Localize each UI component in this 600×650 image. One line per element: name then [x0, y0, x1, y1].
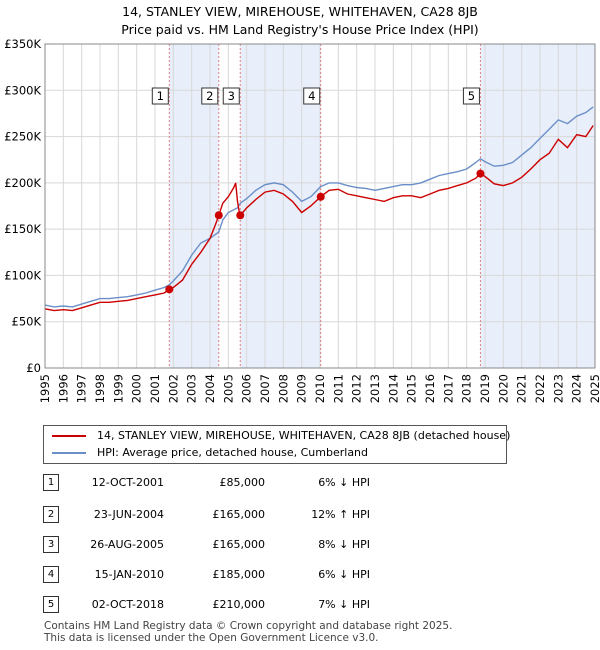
sale-label-box-2: [201, 87, 219, 105]
sale-hpi-diff: 12% ↑ HPI: [311, 508, 370, 521]
x-tick-label: 2002: [166, 374, 180, 403]
sale-label-2: 2: [206, 89, 213, 103]
sale-hpi-diff: 8% ↓ HPI: [318, 538, 370, 551]
x-tick-label: 2006: [240, 374, 254, 403]
x-tick-label: 2005: [221, 374, 235, 403]
y-tick-label: £350K: [4, 37, 41, 51]
x-tick-label: 2001: [148, 374, 162, 403]
sale-hpi-diff: 7% ↓ HPI: [318, 598, 370, 611]
x-tick-label: 2023: [551, 374, 565, 403]
ownership-shade-3: [480, 44, 595, 368]
x-tick-label: 2025: [588, 374, 600, 403]
series-line-hpi: [44, 106, 594, 308]
footer-license: This data is licensed under the Open Gov…: [44, 632, 379, 644]
chart-title: 14, STANLEY VIEW, MIREHOUSE, WHITEHAVEN,…: [122, 4, 478, 19]
x-tick-label: 2014: [386, 374, 400, 403]
sale-label-3: 3: [228, 89, 235, 103]
x-tick-label: 2022: [533, 374, 547, 403]
y-tick-label: £200K: [4, 176, 41, 190]
x-tick-label: 1999: [111, 374, 125, 403]
legend-label-hpi: HPI: Average price, detached house, Cumb…: [97, 446, 369, 459]
chart-subtitle: Price paid vs. HM Land Registry's House …: [121, 22, 479, 37]
x-tick-label: 2009: [295, 374, 309, 403]
sale-number: 2: [43, 506, 59, 523]
sale-hpi-diff: 6% ↓ HPI: [318, 476, 370, 489]
y-tick-label: £100K: [4, 268, 41, 282]
plot-frame: [44, 43, 596, 369]
y-tick-label: £150K: [4, 222, 41, 236]
sale-point-1: [165, 285, 174, 294]
y-tick-label: £0: [26, 361, 41, 375]
sale-number: 1: [43, 474, 59, 491]
sale-point-3: [236, 211, 245, 220]
sale-row-1: 1 12-OCT-2001 £85,000 6% ↓ HPI: [0, 474, 600, 492]
x-tick-label: 2007: [258, 374, 272, 403]
sale-row-5: 5 02-OCT-2018 £210,000 7% ↓ HPI: [0, 596, 600, 614]
sale-label-box-5: [462, 87, 480, 105]
x-tick-label: 2019: [478, 374, 492, 403]
sale-row-2: 2 23-JUN-2004 £165,000 12% ↑ HPI: [0, 506, 600, 524]
sale-price: £210,000: [212, 598, 266, 611]
sale-price: £165,000: [212, 508, 266, 521]
x-tick-label: 2015: [405, 374, 419, 403]
sale-price: £165,000: [212, 538, 266, 551]
sale-number: 4: [43, 566, 59, 583]
sale-label-1: 1: [157, 89, 164, 103]
x-tick-label: 2008: [276, 374, 290, 403]
footer-copyright: Contains HM Land Registry data © Crown c…: [44, 620, 453, 632]
series-line-property: [44, 125, 594, 312]
sale-label-5: 5: [468, 89, 475, 103]
sale-label-box-4: [303, 87, 321, 105]
x-tick-label: 2003: [185, 374, 199, 403]
x-tick-label: 2012: [350, 374, 364, 403]
x-tick-label: 1996: [56, 374, 70, 403]
sale-hpi-diff: 6% ↓ HPI: [318, 568, 370, 581]
sale-date: 26-AUG-2005: [90, 538, 164, 551]
x-tick-label: 2013: [368, 374, 382, 403]
x-tick-label: 1997: [75, 374, 89, 403]
x-tick-label: 2010: [313, 374, 327, 403]
x-tick-label: 2020: [496, 374, 510, 403]
sale-label-box-1: [151, 87, 169, 105]
legend-swatch-blue: [52, 452, 86, 454]
x-tick-label: 1998: [93, 374, 107, 403]
sale-point-2: [214, 211, 223, 220]
sale-label-box-3: [222, 87, 240, 105]
price-chart: 1 2 3 4 5 £0 £50K £100K £150K £200K £250K £300K £350…: [4, 37, 600, 403]
sale-point-4: [316, 192, 325, 201]
x-tick-label: 2024: [570, 374, 584, 403]
sale-row-3: 3 26-AUG-2005 £165,000 8% ↓ HPI: [0, 536, 600, 554]
sale-number: 5: [43, 596, 59, 613]
sale-price: £85,000: [219, 476, 266, 489]
sale-date: 15-JAN-2010: [94, 568, 164, 581]
sale-point-5: [476, 169, 485, 178]
y-tick-label: £300K: [4, 83, 41, 97]
x-tick-label: 2016: [423, 374, 437, 403]
x-tick-label: 2004: [203, 374, 217, 403]
x-tick-label: 2000: [130, 374, 144, 403]
sale-price: £185,000: [212, 568, 266, 581]
sale-number: 3: [43, 536, 59, 553]
sale-row-4: 4 15-JAN-2010 £185,000 6% ↓ HPI: [0, 566, 600, 584]
x-tick-label: 2017: [441, 374, 455, 403]
x-tick-label: 2021: [515, 374, 529, 403]
sale-date: 12-OCT-2001: [91, 476, 164, 489]
y-tick-label: £250K: [4, 130, 41, 144]
sale-label-4: 4: [308, 89, 315, 103]
y-tick-label: £50K: [12, 315, 42, 329]
x-tick-label: 2018: [460, 374, 474, 403]
x-tick-label: 1995: [38, 374, 52, 403]
legend: 14, STANLEY VIEW, MIREHOUSE, WHITEHAVEN,…: [43, 425, 511, 464]
sale-date: 02-OCT-2018: [91, 598, 164, 611]
legend-label-property: 14, STANLEY VIEW, MIREHOUSE, WHITEHAVEN,…: [97, 429, 511, 442]
sale-date: 23-JUN-2004: [93, 508, 164, 521]
legend-swatch-red: [52, 435, 86, 437]
x-tick-label: 2011: [331, 374, 345, 403]
